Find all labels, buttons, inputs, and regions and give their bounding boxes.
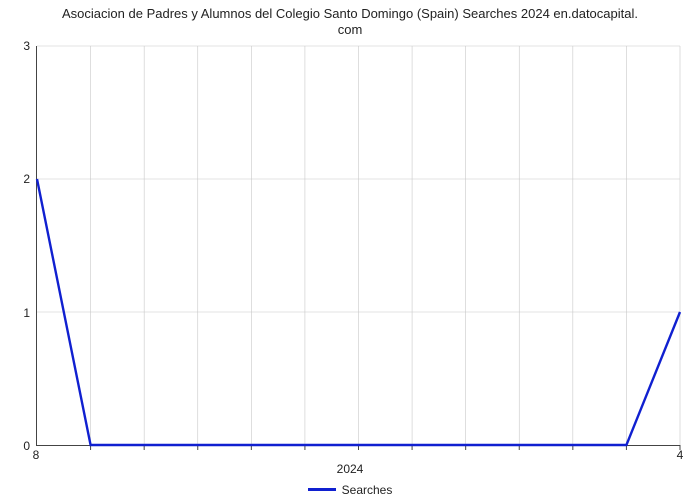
- legend-label: Searches: [342, 483, 393, 497]
- legend-swatch: [308, 488, 336, 491]
- plot-area: [36, 46, 680, 446]
- y-tick-label: 2: [23, 172, 30, 186]
- line-chart: Asociacion de Padres y Alumnos del Coleg…: [0, 0, 700, 500]
- x-axis-label: 2024: [0, 462, 700, 476]
- plot-svg: [37, 46, 680, 445]
- chart-title-line1: Asociacion de Padres y Alumnos del Coleg…: [62, 6, 638, 21]
- y-tick-label: 1: [23, 306, 30, 320]
- y-tick-label: 3: [23, 39, 30, 53]
- chart-title-line2: com: [338, 22, 363, 37]
- legend: Searches: [0, 482, 700, 497]
- y-tick-label: 0: [23, 439, 30, 453]
- x-tick-label-left: 8: [33, 448, 40, 462]
- x-tick-label-right: 4: [677, 448, 684, 462]
- chart-title: Asociacion de Padres y Alumnos del Coleg…: [0, 6, 700, 39]
